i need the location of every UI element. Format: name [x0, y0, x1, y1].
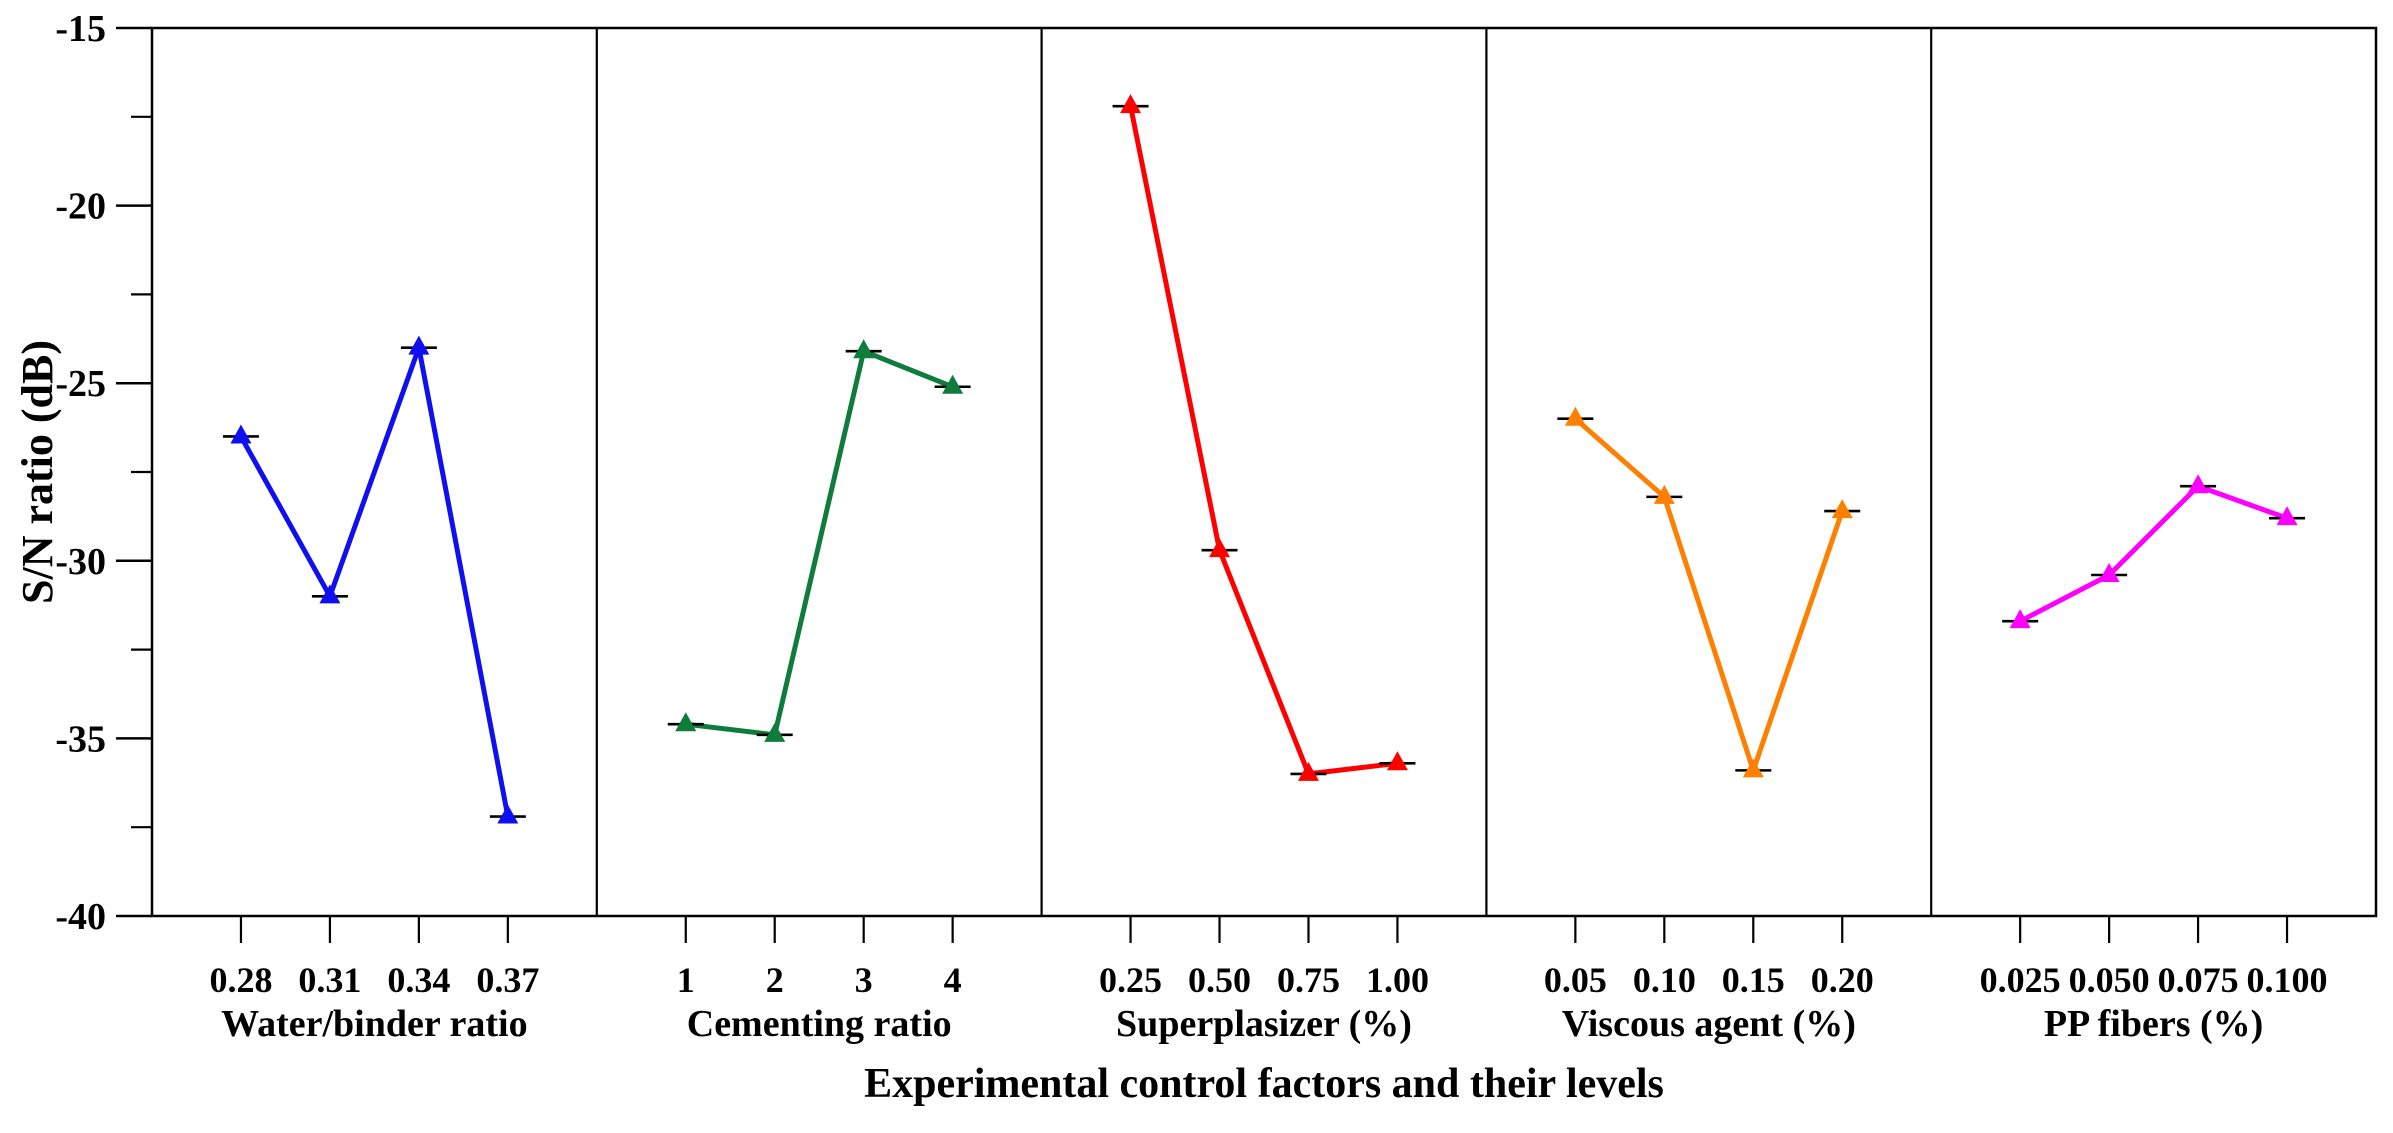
series-line [683, 348, 956, 738]
x-tick-label: 0.100 [2247, 960, 2328, 1000]
y-tick-label: -20 [55, 186, 106, 228]
series-line [1572, 416, 1845, 773]
x-tick-label: 0.75 [1277, 960, 1340, 1000]
triangle-marker [1742, 758, 1764, 778]
x-tick-label: 0.050 [2069, 960, 2150, 1000]
y-tick-label: -30 [55, 541, 106, 583]
series-line [1128, 103, 1400, 777]
triangle-marker [1297, 761, 1319, 781]
x-tick-label: 2 [766, 960, 784, 1000]
y-axis-title: S/N ratio (dB) [13, 340, 62, 604]
triangle-marker [1653, 484, 1675, 504]
triangle-marker [1831, 499, 1853, 519]
panel-factor-title: Viscous agent (%) [1562, 1003, 1856, 1045]
triangle-marker [2098, 563, 2120, 583]
x-tick-label: 3 [855, 960, 873, 1000]
x-tick-label: 0.15 [1722, 960, 1785, 1000]
panel-factor-title: Superplasizer (%) [1116, 1003, 1412, 1045]
x-tick-label: 0.50 [1188, 960, 1251, 1000]
panel-factor-title: PP fibers (%) [2044, 1003, 2264, 1045]
triangle-marker [319, 584, 341, 604]
x-tick-label: 1 [677, 960, 695, 1000]
plot-border [150, 26, 2378, 918]
x-tick-label: 0.37 [476, 960, 539, 1000]
x-tick-label: 0.25 [1099, 960, 1162, 1000]
x-tick-label: 0.28 [209, 960, 272, 1000]
triangle-marker [1120, 94, 1142, 114]
triangle-marker [942, 374, 964, 394]
panel-factor-title: Water/binder ratio [221, 1003, 527, 1045]
triangle-marker [2276, 506, 2298, 526]
x-tick-label: 0.05 [1544, 960, 1607, 1000]
x-tick-label: 0.10 [1633, 960, 1696, 1000]
x-tick-label: 0.34 [387, 960, 450, 1000]
triangle-marker [230, 424, 252, 444]
plot-area: -15 -20 -25 -30 -35 -40 0.28 0.31 0.34 0.37Water/… [55, 8, 2378, 1045]
triangle-marker [408, 335, 430, 355]
triangle-marker [2187, 474, 2209, 494]
triangle-marker [1564, 406, 1586, 426]
x-tick-label: 1.00 [1366, 960, 1429, 1000]
series-line [2017, 483, 2290, 624]
x-tick-label: 0.075 [2158, 960, 2239, 1000]
y-tick-label: -15 [55, 8, 106, 50]
triangle-marker [853, 339, 875, 359]
y-tick-label: -25 [55, 363, 106, 405]
triangle-marker [1386, 751, 1408, 771]
x-tick-label: 0.31 [298, 960, 361, 1000]
x-tick-label: 0.025 [1980, 960, 2061, 1000]
x-tick-label: 4 [944, 960, 962, 1000]
triangle-marker [497, 804, 519, 824]
main-title: Experimental control factors and their l… [864, 1061, 1664, 1107]
y-tick-label: -35 [55, 718, 106, 760]
y-tick-label: -40 [55, 896, 106, 938]
triangle-marker [2009, 609, 2031, 629]
triangle-marker [764, 722, 786, 742]
series-line [238, 345, 511, 819]
triangle-marker [675, 712, 697, 732]
triangle-marker [1209, 538, 1231, 558]
x-tick-label: 0.20 [1811, 960, 1874, 1000]
panel-factor-title: Cementing ratio [687, 1003, 952, 1045]
